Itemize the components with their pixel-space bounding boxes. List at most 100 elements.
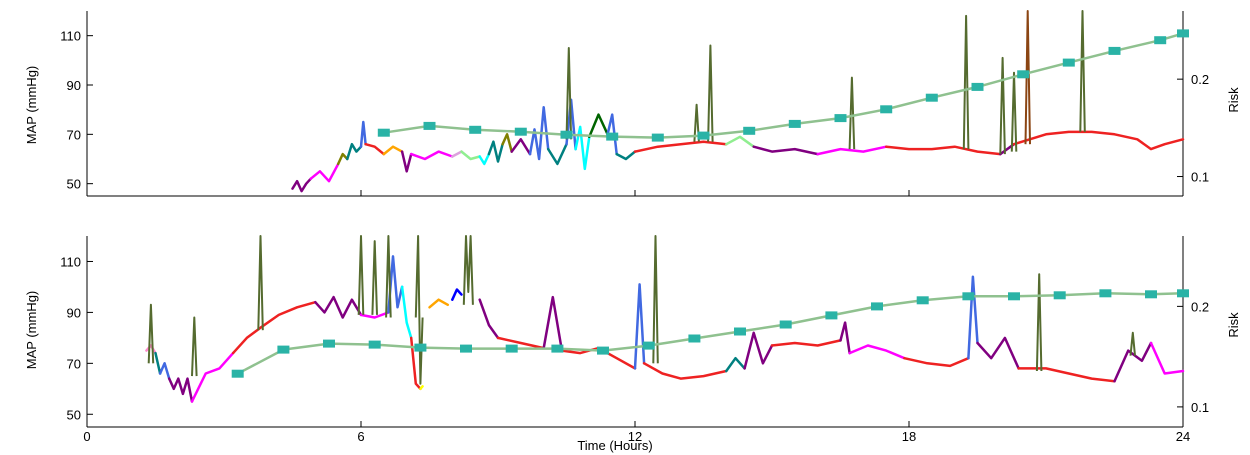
x-tick-label: 24 xyxy=(1176,429,1190,444)
top-ylabel: MAP (mmHg) xyxy=(24,66,39,144)
map-segment xyxy=(574,125,591,171)
risk-marker xyxy=(1154,36,1167,45)
panel-top: 50 70 90 110 0.1 0.2 MAP (mmHg) Risk xyxy=(24,10,1241,197)
map-segment xyxy=(359,120,367,148)
risk-marker xyxy=(597,346,609,355)
map-segment xyxy=(510,138,532,156)
y-tick-label: 90 xyxy=(67,78,81,93)
map-spike xyxy=(1129,331,1136,356)
risk-marker xyxy=(916,296,929,305)
risk-line xyxy=(237,292,1184,375)
bottom-y-ticks: 50 70 90 110 xyxy=(60,254,93,422)
bottom-ylabel: MAP (mmHg) xyxy=(24,291,39,369)
map-spike xyxy=(707,44,714,142)
top-map-series xyxy=(291,98,1185,193)
top-spike-series xyxy=(565,10,1086,155)
map-spike xyxy=(414,235,424,385)
risk-marker xyxy=(514,127,527,136)
bottom-spike-series xyxy=(147,235,1136,385)
map-segment xyxy=(642,362,728,380)
map-segment xyxy=(976,336,1020,370)
y-tick-label: 50 xyxy=(67,407,81,422)
risk-marker xyxy=(834,114,847,123)
map-segment xyxy=(1149,341,1185,375)
map-segment xyxy=(903,356,970,368)
risk-marker xyxy=(734,327,746,336)
map-segment xyxy=(167,377,194,403)
risk-marker xyxy=(925,93,938,102)
map-segment xyxy=(501,133,513,153)
map-spike xyxy=(848,76,856,150)
map-segment xyxy=(409,336,422,391)
map-segment xyxy=(816,145,888,156)
bottom-y2label: Risk xyxy=(1226,312,1241,338)
map-segment xyxy=(1017,367,1116,383)
risk-marker xyxy=(469,125,482,134)
map-segment xyxy=(633,283,646,370)
map-segment xyxy=(884,145,1002,156)
risk-marker xyxy=(377,128,390,137)
x-tick-label: 6 xyxy=(357,429,364,444)
map-spike xyxy=(462,235,474,305)
risk-marker xyxy=(825,311,838,320)
map-segment xyxy=(743,331,774,370)
risk-marker xyxy=(697,131,710,140)
map-segment xyxy=(546,142,568,166)
map-spike xyxy=(385,235,392,318)
map-segment xyxy=(451,150,463,158)
map-spike xyxy=(1024,10,1031,145)
bottom-risk-series xyxy=(231,289,1189,378)
map-segment xyxy=(145,344,157,355)
map-segment xyxy=(346,142,363,161)
map-segment xyxy=(382,145,404,156)
bottom-xlabel: Time (Hours) xyxy=(577,438,652,453)
map-spike xyxy=(652,235,659,364)
map-segment xyxy=(451,288,463,301)
risk-marker xyxy=(551,344,564,353)
y2-tick-label: 0.1 xyxy=(1191,170,1209,185)
panel-bottom: 50 70 90 110 0.1 0.2 0 6 12 18 24 MAP (mmHg) Ris… xyxy=(24,235,1241,453)
top-y-ticks: 50 70 90 110 xyxy=(60,29,1184,196)
map-spike xyxy=(1079,10,1086,132)
risk-marker xyxy=(560,130,573,139)
risk-marker xyxy=(651,133,664,142)
risk-marker xyxy=(1062,58,1075,67)
risk-marker xyxy=(688,334,701,343)
risk-marker xyxy=(1108,46,1121,55)
map-segment xyxy=(478,152,491,166)
risk-marker xyxy=(423,121,436,130)
y2-tick-label: 0.2 xyxy=(1191,72,1209,87)
map-segment xyxy=(428,298,450,309)
map-spike xyxy=(371,240,378,315)
map-segment xyxy=(409,150,454,161)
risk-marker xyxy=(606,132,619,141)
map-segment xyxy=(154,351,162,375)
map-segment xyxy=(606,113,618,156)
map-segment xyxy=(478,298,500,340)
risk-marker xyxy=(1008,292,1020,301)
map-segment xyxy=(1012,130,1185,151)
y-tick-label: 50 xyxy=(67,177,81,192)
map-spike xyxy=(962,14,970,150)
bottom-map-series xyxy=(145,255,1185,403)
top-risk-series xyxy=(377,29,1189,142)
y-tick-label: 70 xyxy=(67,127,81,142)
map-segment xyxy=(633,140,728,153)
map-segment xyxy=(496,336,545,350)
x-tick-label: 18 xyxy=(902,429,916,444)
map-segment xyxy=(400,150,413,173)
map-segment xyxy=(359,311,390,319)
top-y2label: Risk xyxy=(1226,87,1241,113)
map-segment xyxy=(158,362,171,380)
map-spike xyxy=(999,56,1006,155)
risk-marker xyxy=(779,320,792,329)
map-segment xyxy=(1113,341,1153,383)
map-segment xyxy=(190,351,235,403)
map-spike xyxy=(357,235,365,315)
risk-marker xyxy=(1177,29,1189,38)
risk-marker xyxy=(1177,289,1189,298)
map-segment xyxy=(231,300,317,355)
map-spike xyxy=(565,47,573,140)
map-segment xyxy=(967,275,979,360)
